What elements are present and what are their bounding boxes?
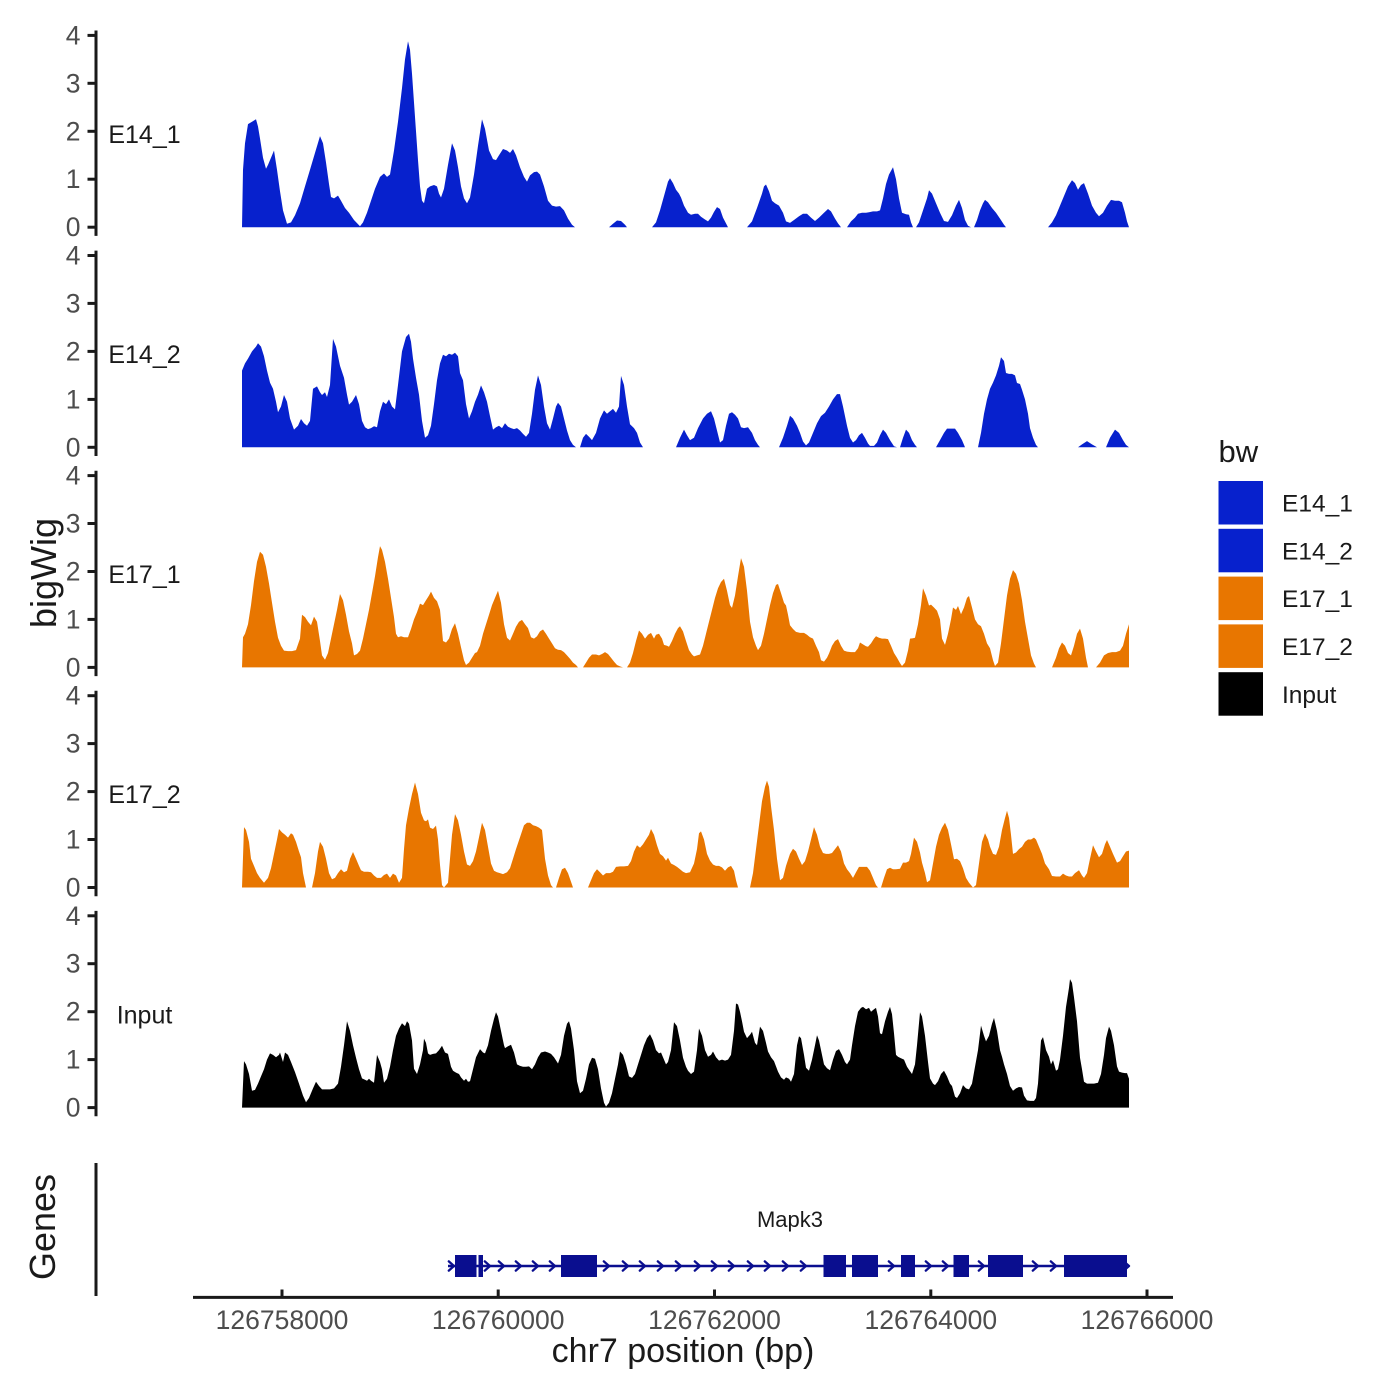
svg-text:E17_1: E17_1 xyxy=(108,561,180,589)
svg-text:0: 0 xyxy=(66,432,81,462)
svg-text:126766000: 126766000 xyxy=(1081,1305,1214,1335)
svg-text:0: 0 xyxy=(66,1093,81,1123)
svg-text:1: 1 xyxy=(66,164,81,194)
svg-text:bigWig: bigWig xyxy=(23,518,64,628)
svg-text:4: 4 xyxy=(66,901,81,931)
svg-text:1: 1 xyxy=(66,1045,81,1075)
svg-text:bw: bw xyxy=(1219,434,1259,469)
svg-text:4: 4 xyxy=(66,681,81,711)
svg-text:126760000: 126760000 xyxy=(432,1305,565,1335)
svg-text:Mapk3: Mapk3 xyxy=(757,1207,823,1232)
svg-text:E17_2: E17_2 xyxy=(108,781,180,809)
svg-text:0: 0 xyxy=(66,212,81,242)
svg-text:E14_1: E14_1 xyxy=(1282,491,1353,518)
svg-text:2: 2 xyxy=(66,336,81,366)
svg-text:1: 1 xyxy=(66,825,81,855)
svg-text:2: 2 xyxy=(66,557,81,587)
svg-text:chr7 position (bp): chr7 position (bp) xyxy=(552,1332,815,1370)
svg-text:2: 2 xyxy=(66,116,81,146)
svg-text:E17_2: E17_2 xyxy=(1282,634,1353,661)
svg-text:2: 2 xyxy=(66,997,81,1027)
svg-text:E14_2: E14_2 xyxy=(108,341,180,369)
svg-text:3: 3 xyxy=(66,729,81,759)
svg-text:126762000: 126762000 xyxy=(648,1305,781,1335)
svg-text:126764000: 126764000 xyxy=(864,1305,997,1335)
svg-text:3: 3 xyxy=(66,288,81,318)
svg-text:0: 0 xyxy=(66,873,81,903)
svg-text:E17_1: E17_1 xyxy=(1282,586,1353,613)
svg-text:Input: Input xyxy=(1282,682,1337,709)
svg-text:2: 2 xyxy=(66,777,81,807)
svg-text:E14_1: E14_1 xyxy=(108,121,180,149)
svg-text:3: 3 xyxy=(66,509,81,539)
svg-text:3: 3 xyxy=(66,949,81,979)
svg-text:3: 3 xyxy=(66,68,81,98)
svg-text:1: 1 xyxy=(66,384,81,414)
svg-text:Genes: Genes xyxy=(22,1174,63,1280)
svg-text:0: 0 xyxy=(66,652,81,682)
svg-text:Input: Input xyxy=(117,1001,173,1029)
svg-text:4: 4 xyxy=(66,20,81,50)
svg-text:4: 4 xyxy=(66,241,81,271)
svg-text:4: 4 xyxy=(66,461,81,491)
svg-text:126758000: 126758000 xyxy=(216,1305,349,1335)
svg-text:E14_2: E14_2 xyxy=(1282,538,1353,565)
svg-text:1: 1 xyxy=(66,604,81,634)
